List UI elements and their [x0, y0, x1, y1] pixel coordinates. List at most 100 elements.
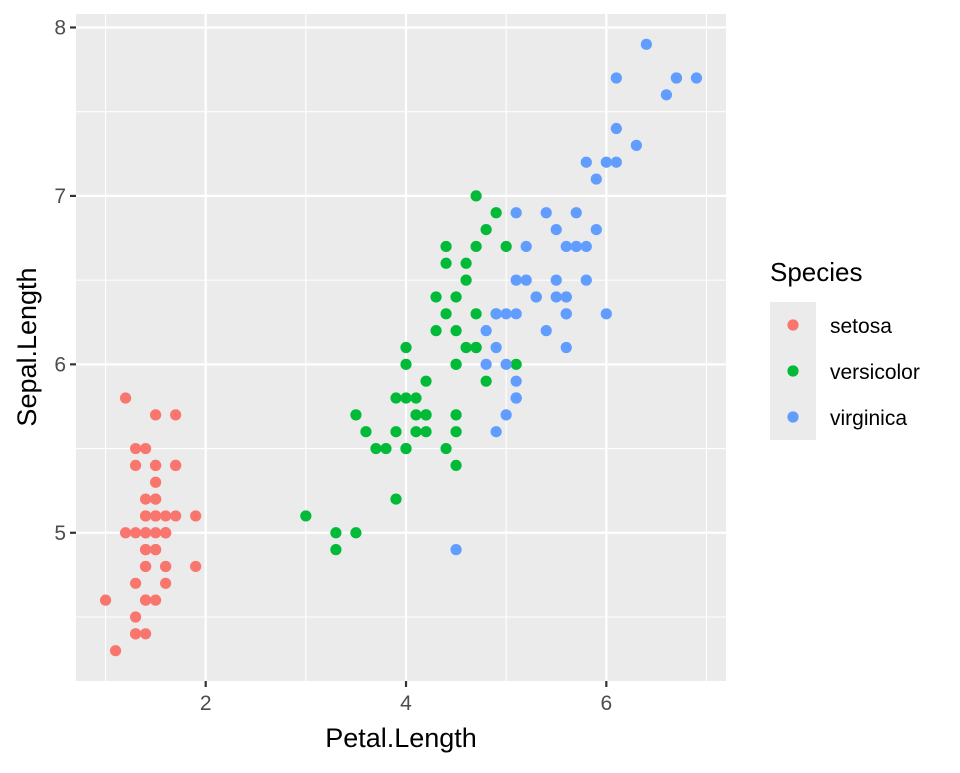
- data-point-setosa: [150, 459, 162, 472]
- data-point-setosa: [140, 628, 152, 640]
- data-point-setosa: [119, 392, 132, 404]
- data-point-virginica: [510, 274, 522, 286]
- data-point-versicolor: [380, 442, 392, 455]
- data-point-setosa: [150, 527, 162, 539]
- data-point-virginica: [670, 72, 683, 84]
- data-point-versicolor: [400, 442, 412, 455]
- legend-label-virginica: virginica: [830, 407, 907, 430]
- data-point-setosa: [160, 560, 172, 573]
- data-point-setosa: [140, 544, 152, 556]
- x-axis-label: Petal.Length: [325, 723, 477, 753]
- data-point-virginica: [540, 207, 552, 219]
- data-point-setosa: [109, 645, 122, 657]
- data-point-setosa: [150, 594, 162, 606]
- data-point-versicolor: [440, 442, 452, 455]
- data-point-setosa: [150, 510, 162, 522]
- data-point-versicolor: [470, 240, 482, 253]
- data-point-versicolor: [450, 409, 462, 421]
- data-point-versicolor: [390, 392, 402, 404]
- data-point-virginica: [690, 72, 703, 84]
- data-point-versicolor: [460, 341, 472, 354]
- data-point-virginica: [590, 223, 602, 236]
- data-point-versicolor: [490, 207, 502, 219]
- legend-label-versicolor: versicolor: [830, 361, 920, 384]
- data-point-virginica: [580, 240, 592, 253]
- legend-title: Species: [770, 257, 863, 287]
- data-point-versicolor: [440, 240, 452, 253]
- legend-key-virginica: [787, 411, 799, 423]
- data-point-versicolor: [410, 426, 422, 438]
- data-point-versicolor: [450, 291, 462, 303]
- data-point-setosa: [170, 409, 182, 421]
- x-tick-label: 6: [600, 692, 612, 715]
- data-point-versicolor: [470, 341, 482, 354]
- data-point-setosa: [140, 594, 152, 606]
- data-point-virginica: [550, 291, 562, 303]
- data-point-versicolor: [390, 426, 402, 438]
- data-point-virginica: [500, 409, 512, 421]
- data-point-setosa: [150, 476, 162, 488]
- data-point-versicolor: [450, 325, 462, 337]
- data-point-versicolor: [440, 308, 452, 320]
- data-point-versicolor: [350, 527, 362, 539]
- data-point-setosa: [129, 577, 142, 589]
- data-point-setosa: [129, 527, 142, 539]
- x-tick-label: 4: [400, 692, 412, 715]
- data-point-virginica: [550, 223, 562, 236]
- data-point-versicolor: [460, 274, 472, 286]
- data-point-setosa: [150, 493, 162, 505]
- data-point-versicolor: [480, 223, 492, 236]
- x-tick-label: 2: [200, 692, 212, 715]
- data-point-virginica: [500, 308, 512, 320]
- data-point-versicolor: [480, 375, 492, 387]
- data-point-virginica: [510, 375, 522, 387]
- data-point-setosa: [160, 527, 172, 539]
- data-point-virginica: [610, 122, 622, 135]
- data-point-versicolor: [400, 358, 412, 370]
- data-point-versicolor: [420, 426, 432, 438]
- data-point-virginica: [600, 308, 612, 320]
- data-point-versicolor: [400, 392, 412, 404]
- data-point-virginica: [610, 156, 622, 168]
- y-tick-label: 8: [54, 16, 66, 39]
- data-point-versicolor: [420, 409, 432, 421]
- data-point-virginica: [630, 139, 642, 151]
- data-point-virginica: [600, 156, 612, 168]
- data-points: [99, 38, 703, 657]
- legend-key-versicolor: [787, 365, 799, 377]
- data-point-virginica: [490, 426, 502, 438]
- data-point-versicolor: [360, 426, 372, 438]
- legend-key-setosa: [787, 319, 799, 331]
- data-point-versicolor: [400, 341, 412, 354]
- data-point-virginica: [560, 341, 572, 354]
- y-tick-label: 6: [54, 353, 66, 376]
- data-point-virginica: [660, 89, 673, 101]
- data-point-versicolor: [410, 409, 422, 421]
- data-point-virginica: [520, 240, 532, 253]
- data-point-virginica: [560, 308, 572, 320]
- data-point-virginica: [480, 325, 492, 337]
- data-point-versicolor: [440, 257, 452, 269]
- y-axis-label: Sepal.Length: [12, 267, 42, 426]
- legend-label-setosa: setosa: [830, 315, 892, 338]
- data-point-versicolor: [330, 544, 342, 556]
- y-tick-label: 7: [54, 185, 66, 208]
- data-point-virginica: [490, 341, 502, 354]
- data-point-virginica: [520, 274, 532, 286]
- data-point-setosa: [99, 594, 112, 606]
- data-point-versicolor: [330, 527, 342, 539]
- data-point-versicolor: [430, 291, 442, 303]
- data-point-setosa: [150, 544, 162, 556]
- data-point-virginica: [490, 308, 502, 320]
- data-point-virginica: [540, 325, 552, 337]
- data-point-setosa: [140, 560, 152, 573]
- data-point-setosa: [150, 409, 162, 421]
- data-point-virginica: [590, 173, 602, 185]
- legend-items: setosa versicolor virginica: [787, 315, 920, 430]
- data-point-virginica: [580, 156, 592, 168]
- legend: Species setosa versicolor virginica: [770, 257, 920, 440]
- data-point-versicolor: [450, 358, 462, 370]
- data-point-versicolor: [510, 358, 522, 370]
- data-point-virginica: [610, 72, 622, 84]
